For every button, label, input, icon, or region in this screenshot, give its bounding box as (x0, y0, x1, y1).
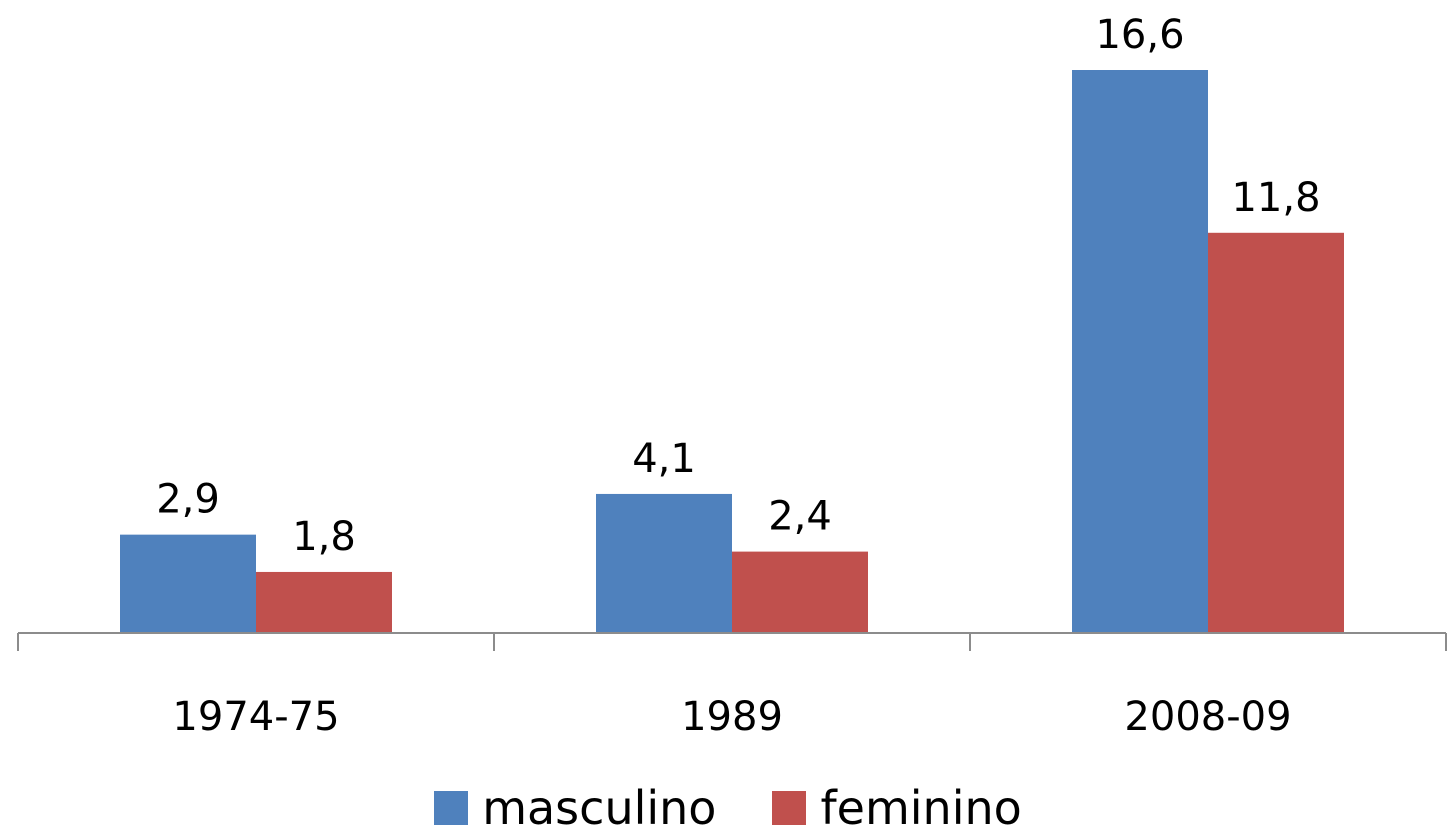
legend-swatch-feminino (772, 791, 807, 825)
data-label-feminino-2008-09: 11,8 (1231, 175, 1320, 221)
legend-entry-masculino: masculino (434, 781, 716, 835)
bar-feminino-2008-09 (1208, 232, 1344, 634)
bar-masculino-1989 (596, 493, 732, 633)
legend-label-masculino: masculino (482, 781, 717, 835)
data-label-feminino-1989: 2,4 (768, 494, 832, 540)
data-label-masculino-2008-09: 16,6 (1095, 12, 1184, 58)
bar-feminino-1989 (732, 551, 868, 633)
x-tick-labels-group: 1974-75 1989 2008-09 (172, 694, 1291, 740)
legend-label-feminino: feminino (820, 781, 1022, 835)
bar-masculino-2008-09 (1072, 70, 1208, 633)
data-labels-group: 2,9 1,8 4,1 2,4 16,6 11,8 (156, 12, 1320, 560)
data-label-masculino-1989: 4,1 (632, 436, 696, 482)
legend-entry-feminino: feminino (772, 781, 1022, 835)
x-tick-label-2008-09: 2008-09 (1124, 694, 1291, 740)
x-tick-label-1989: 1989 (681, 694, 783, 740)
legend-swatch-masculino (434, 791, 469, 825)
bar-masculino-1974-75 (120, 534, 256, 633)
bars-group (120, 70, 1344, 634)
legend: masculino feminino (0, 781, 1456, 835)
x-axis (17, 632, 1447, 651)
x-tick-label-1974-75: 1974-75 (172, 694, 339, 740)
data-label-masculino-1974-75: 2,9 (156, 477, 220, 523)
data-label-feminino-1974-75: 1,8 (292, 514, 356, 560)
bar-feminino-1974-75 (256, 571, 392, 633)
